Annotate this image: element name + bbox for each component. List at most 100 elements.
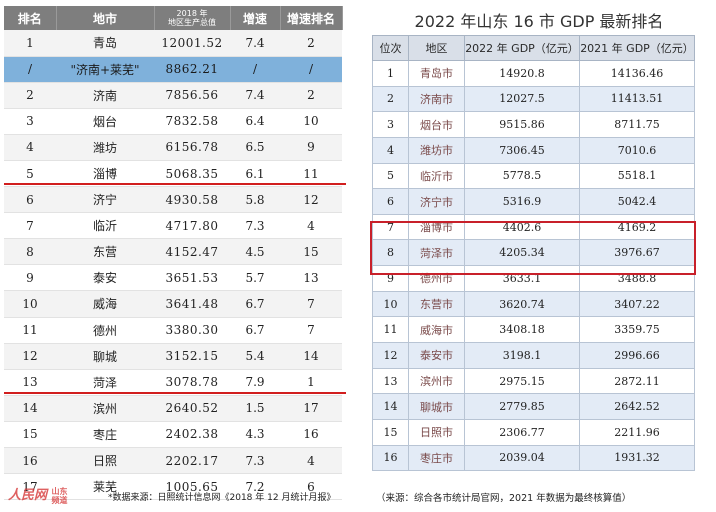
cell-growth-rank: 4: [280, 212, 342, 240]
red-highlight-box-zibo-heze: [370, 221, 696, 275]
cell-rank: 6: [4, 186, 56, 214]
cell-growth-rank: 11: [280, 160, 342, 188]
header-region: 地区: [408, 35, 465, 61]
red-divider-after-heze: [4, 392, 346, 394]
right-table-row: 16 枣庄市 2039.04 1931.32: [372, 444, 695, 472]
left-table-row: 2 济南 7856.56 7.4 2: [4, 82, 342, 109]
cell-region: 临沂市: [408, 162, 465, 190]
cell-position: 1: [372, 60, 409, 87]
red-divider-after-zibo: [4, 183, 346, 185]
cell-gdp: 3651.53: [154, 264, 230, 292]
left-table-row: 7 临沂 4717.80 7.3 4: [4, 212, 342, 240]
cell-growth-rank: 10: [280, 108, 342, 135]
cell-growth-rank: 16: [280, 421, 342, 449]
cell-rank: 10: [4, 290, 56, 318]
cell-growth: 6.7: [230, 317, 280, 344]
logo-subtext-line2: 频道: [51, 495, 68, 505]
cell-city: 德州: [56, 317, 154, 344]
right-table-title: 2022 年山东 16 市 GDP 最新排名: [414, 12, 664, 31]
cell-gdp-2022: 2779.85: [464, 393, 580, 420]
cell-gdp-2021: 2872.11: [579, 367, 695, 395]
cell-rank: 5: [4, 160, 56, 188]
left-table-row: 6 济宁 4930.58 5.8 12: [4, 186, 342, 214]
header-gdp-2022: 2022 年 GDP（亿元）: [464, 35, 580, 61]
left-table-row: 17 莱芜 1005.65 7.2 6: [4, 473, 342, 501]
cell-rank: 8: [4, 238, 56, 266]
cell-gdp: 7832.58: [154, 108, 230, 135]
cell-gdp-2021: 7010.6: [579, 136, 695, 164]
cell-city: 威海: [56, 290, 154, 318]
cell-growth: 6.7: [230, 290, 280, 318]
right-table-row: 4 潍坊市 7306.45 7010.6: [372, 136, 695, 164]
left-table-row: 16 日照 2202.17 7.3 4: [4, 447, 342, 475]
cell-gdp: 7856.56: [154, 82, 230, 109]
cell-city: 青岛: [56, 30, 154, 57]
header-city: 地市: [56, 6, 155, 30]
cell-region: 济南市: [408, 85, 465, 113]
right-table-header: 位次 地区 2022 年 GDP（亿元） 2021 年 GDP（亿元）: [372, 35, 695, 61]
renminwang-logo: 人民网 山东 频道: [8, 484, 68, 505]
cell-region: 聊城市: [408, 393, 465, 420]
cell-region: 东营市: [408, 290, 465, 318]
header-rank: 排名: [4, 6, 57, 30]
cell-growth-rank: 9: [280, 134, 342, 161]
right-table: 位次 地区 2022 年 GDP（亿元） 2021 年 GDP（亿元） 1 青岛市…: [372, 35, 695, 472]
cell-growth-rank: 6: [280, 473, 342, 501]
left-source-note: *数据来源：日照统计信息网《2018 年 12 月统计月报》: [108, 493, 336, 503]
right-table-row: 2 济南市 12027.5 11413.51: [372, 85, 695, 113]
cell-gdp-2022: 2306.77: [464, 418, 580, 446]
cell-position: 8: [372, 239, 409, 267]
cell-growth: 6.1: [230, 160, 280, 188]
cell-gdp: 2202.17: [154, 447, 230, 475]
right-table-row: 6 济宁市 5316.9 5042.4: [372, 188, 695, 215]
cell-position: 6: [372, 188, 409, 215]
cell-position: 7: [372, 213, 409, 241]
right-table-row: 12 泰安市 3198.1 2996.66: [372, 342, 695, 369]
cell-gdp: 2402.38: [154, 421, 230, 449]
cell-growth: 5.7: [230, 264, 280, 292]
cell-gdp-2022: 7306.45: [464, 136, 580, 164]
cell-city: 滨州: [56, 395, 154, 422]
left-gdp-table-2018: 排名 地市 2018 年 地区生产总值 增速 增速排名 1 青岛 12001.52 7…: [4, 6, 343, 501]
cell-city: 泰安: [56, 264, 154, 292]
header-gdp-2021: 2021 年 GDP（亿元）: [579, 35, 695, 61]
cell-city: 淄博: [56, 160, 154, 188]
cell-rank: 3: [4, 108, 56, 135]
cell-growth-rank: 12: [280, 186, 342, 214]
cell-gdp: 4152.47: [154, 238, 230, 266]
cell-rank: 17: [4, 473, 56, 501]
cell-rank: 13: [4, 369, 56, 396]
cell-region: 济宁市: [408, 188, 465, 215]
cell-rank: 4: [4, 134, 56, 161]
cell-region: 烟台市: [408, 111, 465, 138]
cell-gdp: 3152.15: [154, 343, 230, 370]
cell-growth: 7.4: [230, 82, 280, 109]
cell-growth: 7.4: [230, 30, 280, 57]
cell-growth-rank: 17: [280, 395, 342, 422]
right-table-row: 8 菏泽市 4205.34 3976.67: [372, 239, 695, 267]
cell-gdp-2021: 3976.67: [579, 239, 695, 267]
cell-growth: 6.4: [230, 108, 280, 135]
logo-text: 人民网: [8, 488, 48, 503]
cell-rank: 12: [4, 343, 56, 370]
cell-city: 潍坊: [56, 134, 154, 161]
cell-gdp-2022: 4205.34: [464, 239, 580, 267]
cell-gdp: 6156.78: [154, 134, 230, 161]
cell-region: 菏泽市: [408, 239, 465, 267]
cell-gdp: 3641.48: [154, 290, 230, 318]
left-table-row: 11 德州 3380.30 6.7 7: [4, 317, 342, 344]
cell-region: 青岛市: [408, 60, 465, 87]
cell-growth: 7.2: [230, 473, 280, 501]
cell-gdp-2022: 2975.15: [464, 367, 580, 395]
cell-growth: 1.5: [230, 395, 280, 422]
cell-growth: 7.3: [230, 447, 280, 475]
right-gdp-table-2022: 位次 地区 2022 年 GDP（亿元） 2021 年 GDP（亿元） 1 青岛市…: [372, 35, 695, 472]
cell-gdp-2021: 11413.51: [579, 85, 695, 113]
cell-growth: /: [230, 56, 280, 83]
cell-position: 9: [372, 265, 409, 292]
cell-gdp-2021: 1931.32: [579, 444, 695, 472]
left-table-header: 排名 地市 2018 年 地区生产总值 增速 增速排名: [4, 6, 343, 30]
cell-position: 10: [372, 290, 409, 318]
cell-city: 东营: [56, 238, 154, 266]
cell-gdp: 3078.78: [154, 369, 230, 396]
